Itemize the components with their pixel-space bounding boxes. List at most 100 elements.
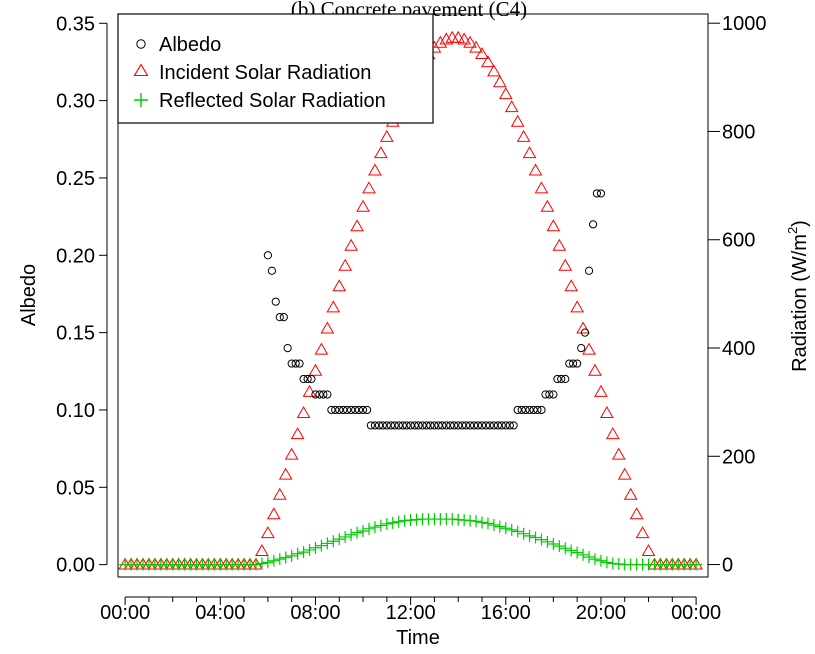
reflected-radiation-point bbox=[321, 537, 334, 550]
reflected-radiation-point bbox=[583, 550, 596, 563]
incident-radiation-point bbox=[504, 100, 519, 113]
albedo-point bbox=[430, 421, 439, 430]
albedo-point bbox=[434, 421, 443, 430]
y-right-tick-label: 800 bbox=[722, 121, 755, 143]
reflected-radiation-point bbox=[255, 557, 268, 570]
y-left-tick-label: 0.35 bbox=[56, 13, 95, 35]
reflected-radiation-point bbox=[600, 556, 613, 569]
incident-radiation-point bbox=[516, 129, 531, 142]
albedo-point bbox=[323, 390, 332, 399]
albedo-point bbox=[557, 374, 566, 384]
incident-radiation-point bbox=[546, 219, 561, 232]
x-tick-label: 00:00 bbox=[671, 602, 721, 624]
reflected-radiation-point bbox=[315, 539, 328, 552]
albedo-point bbox=[283, 343, 292, 353]
incident-radiation-point bbox=[338, 258, 353, 271]
legend-marker-incident bbox=[133, 63, 149, 77]
albedo-point bbox=[485, 421, 494, 430]
incident-radiation-point bbox=[635, 526, 650, 539]
albedo-point bbox=[454, 421, 463, 430]
incident-radiation-point bbox=[463, 35, 477, 48]
reflected-radiation-point bbox=[351, 526, 364, 539]
albedo-point bbox=[458, 421, 467, 430]
incident-radiation-point bbox=[481, 55, 495, 68]
incident-radiation-point bbox=[475, 47, 489, 60]
incident-radiation-point bbox=[320, 321, 335, 334]
reflected-radiation-point bbox=[541, 535, 554, 548]
x-axis-label: Time bbox=[396, 627, 440, 649]
incident-radiation-point bbox=[594, 384, 608, 397]
y-left-tick-label: 0.30 bbox=[56, 91, 95, 113]
albedo-point bbox=[358, 405, 368, 415]
albedo-point bbox=[327, 405, 336, 415]
y-left-tick-label: 0.00 bbox=[56, 555, 95, 577]
albedo-point bbox=[339, 405, 348, 415]
albedo-point bbox=[271, 297, 280, 306]
albedo-point bbox=[505, 421, 514, 430]
legend-label-incident: Incident Solar Radiation bbox=[159, 62, 371, 84]
albedo-point bbox=[343, 405, 352, 415]
legend-label-reflected: Reflected Solar Radiation bbox=[159, 90, 386, 112]
y-right-tick-label: 400 bbox=[722, 338, 755, 360]
albedo-point bbox=[461, 421, 471, 430]
reflected-radiation-point bbox=[309, 541, 322, 554]
albedo-point bbox=[481, 421, 491, 430]
albedo-point bbox=[362, 405, 372, 415]
albedo-point bbox=[596, 189, 606, 198]
incident-radiation-point bbox=[362, 181, 376, 194]
albedo-point bbox=[394, 421, 403, 430]
reflected-radiation-point bbox=[291, 547, 304, 560]
albedo-point bbox=[402, 421, 411, 430]
reflected-radiation-point bbox=[475, 516, 488, 529]
x-tick-label: 04:00 bbox=[195, 602, 245, 624]
incident-radiation-point bbox=[284, 447, 299, 460]
reflected-radiation-point bbox=[357, 524, 370, 537]
incident-radiation-point bbox=[379, 129, 394, 142]
incident-radiation-point bbox=[255, 544, 269, 557]
reflected-radiation-point bbox=[470, 515, 483, 528]
incident-radiation-point bbox=[368, 163, 382, 176]
reflected-radiation-point bbox=[339, 530, 352, 543]
albedo-point bbox=[263, 251, 272, 260]
reflected-radiation-point bbox=[345, 528, 358, 541]
reflected-radiation-point bbox=[553, 540, 566, 553]
albedo-point bbox=[315, 390, 324, 399]
albedo-point bbox=[279, 313, 288, 322]
reflected-radiation-point bbox=[571, 546, 584, 559]
incident-radiation-point bbox=[498, 87, 513, 100]
legend-marker-albedo bbox=[136, 39, 146, 49]
y-axis-left-label: Albedo bbox=[18, 264, 40, 326]
albedo-point bbox=[303, 374, 312, 384]
legend-marker-reflected bbox=[134, 93, 148, 107]
albedo-point bbox=[584, 266, 594, 275]
axis-layer: 00:00 04:00 08:00 12:00 16:00 20:00 00:00 0.00 0… bbox=[56, 13, 766, 624]
reflected-radiation-point bbox=[529, 531, 542, 544]
x-tick-label: 08:00 bbox=[290, 602, 340, 624]
albedo-point bbox=[529, 405, 538, 415]
incident-radiation-point bbox=[469, 40, 483, 53]
albedo-point bbox=[553, 374, 562, 384]
incident-radiation-point bbox=[290, 427, 305, 440]
albedo-point bbox=[442, 421, 451, 430]
reflected-radiation-point bbox=[511, 525, 524, 538]
albedo-point bbox=[541, 390, 550, 399]
incident-radiation-point bbox=[510, 114, 525, 127]
albedo-point bbox=[386, 421, 395, 430]
y-right-tick-label: 600 bbox=[722, 230, 755, 252]
albedo-point bbox=[406, 421, 415, 430]
albedo-point bbox=[335, 405, 344, 415]
incident-radiation-point bbox=[600, 405, 614, 418]
albedo-point bbox=[580, 328, 590, 337]
albedo-point bbox=[275, 313, 284, 322]
incident-radiation-point bbox=[308, 363, 323, 376]
reflected-radiation-point bbox=[559, 542, 572, 555]
incident-radiation-point bbox=[296, 405, 311, 418]
reflected-radiation-point bbox=[279, 551, 292, 564]
albedo-point bbox=[319, 390, 328, 399]
y-left-tick-label: 0.15 bbox=[56, 323, 95, 345]
incident-radiation-point bbox=[582, 342, 596, 355]
albedo-point bbox=[493, 421, 503, 430]
incident-radiation-point bbox=[266, 507, 281, 520]
albedo-point bbox=[370, 421, 380, 430]
y-right-tick-label: 200 bbox=[722, 446, 755, 468]
